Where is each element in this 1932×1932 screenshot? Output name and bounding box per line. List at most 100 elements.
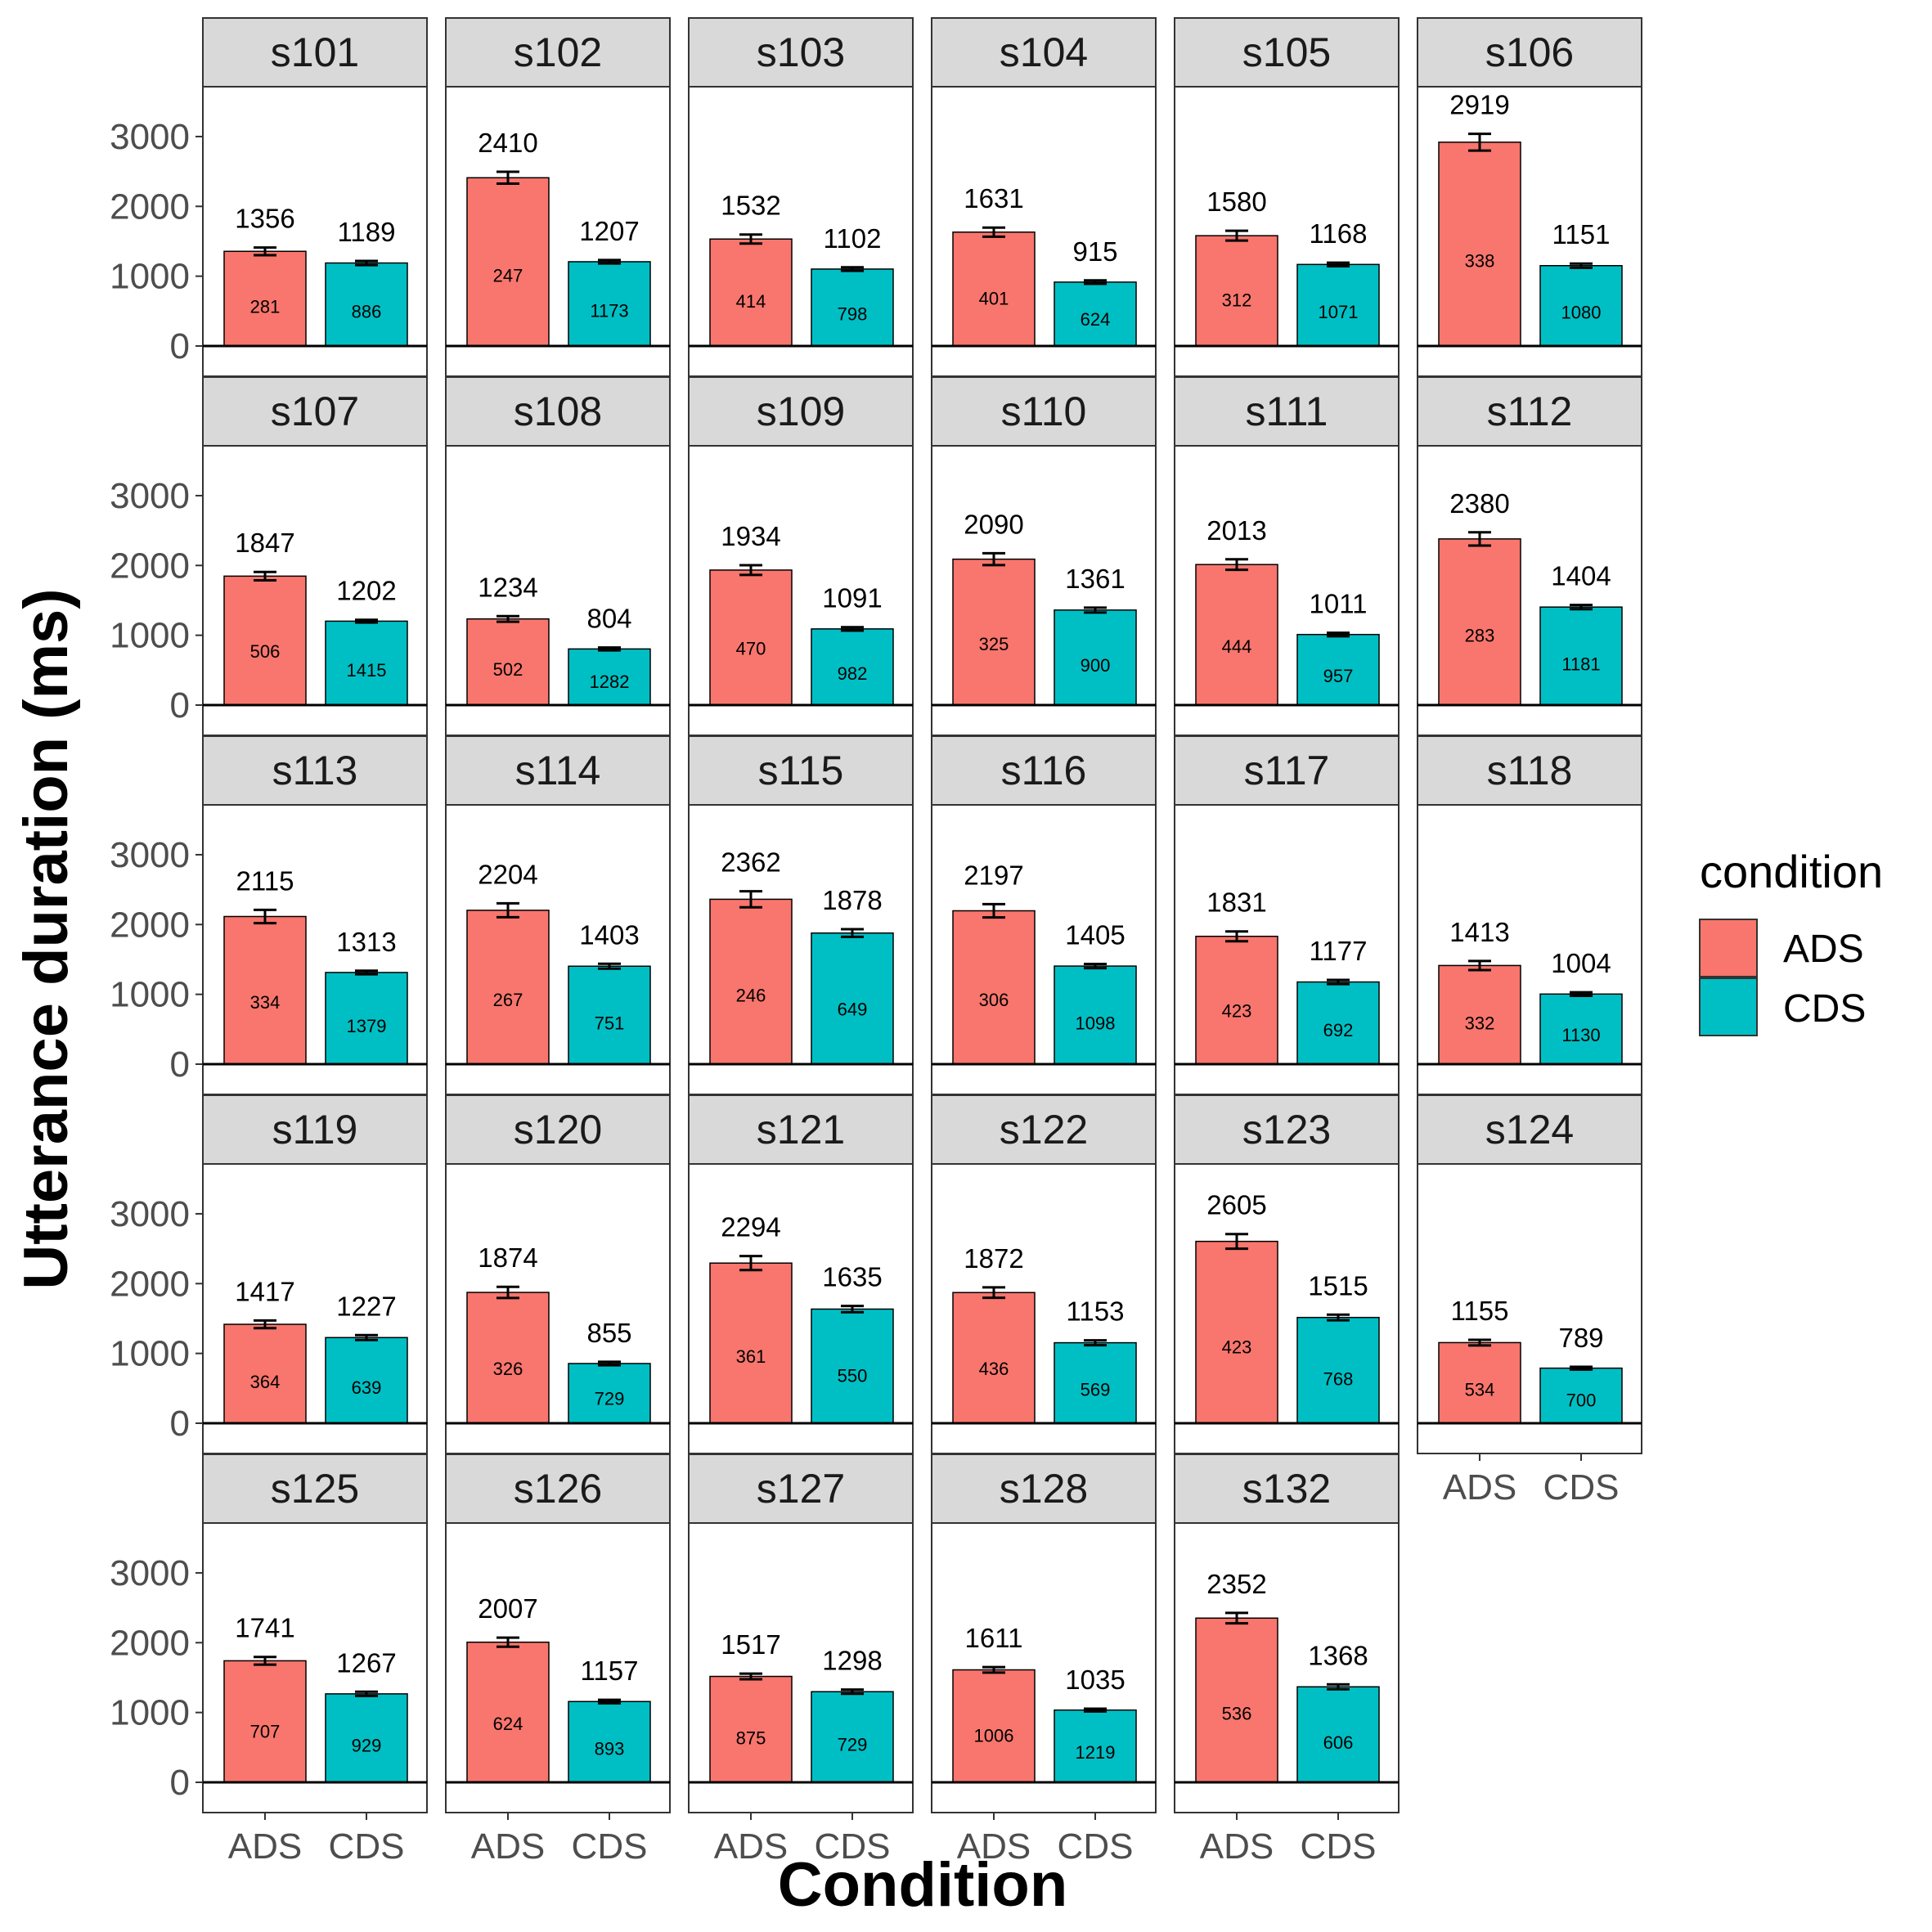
bar-ads [709,898,793,1065]
bar-cds [1539,265,1623,347]
mean-label-cds: 1361 [1065,564,1125,594]
bar-cds [568,1701,651,1783]
facet-strip-s122 [931,1094,1157,1165]
facet-strip-s121 [688,1094,914,1165]
facet-strip-label: s117 [1244,748,1330,793]
y-tick-label: 0 [170,1763,190,1803]
facet-strip-s111 [1174,376,1400,447]
facet-strip-s124 [1417,1094,1642,1165]
facet-strip-s101 [202,17,428,88]
facet-strip-s119 [202,1094,428,1165]
bar-ads [1438,142,1521,347]
bar-cds [568,261,651,347]
count-label-ads: 506 [250,641,281,662]
facet-strip-s106 [1417,17,1642,88]
count-label-ads: 534 [1465,1380,1495,1400]
count-label-cds: 1282 [590,672,630,692]
mean-label-ads: 1155 [1451,1296,1509,1326]
count-label-ads: 444 [1222,636,1252,657]
facet-panel-s108 [445,445,671,736]
bar-ads [466,910,550,1065]
count-label-cds: 798 [838,303,868,324]
mean-label-cds: 789 [1558,1323,1603,1353]
count-label-cds: 900 [1081,655,1111,676]
x-tick-label: ADS [714,1826,788,1867]
facet-strip-s125 [202,1453,428,1524]
count-label-cds: 606 [1323,1732,1354,1753]
count-label-cds: 1080 [1561,303,1602,323]
y-tick-label: 3000 [110,117,190,157]
facet-strip-label: s120 [514,1107,602,1152]
bar-cds [1539,1367,1623,1424]
mean-label-ads: 1356 [235,204,294,234]
mean-label-cds: 1207 [579,216,639,246]
x-tick-label: CDS [1058,1826,1134,1867]
count-label-ads: 325 [979,634,1009,654]
count-label-cds: 982 [838,663,868,684]
count-label-ads: 246 [736,985,766,1005]
count-label-cds: 700 [1566,1391,1597,1411]
bar-cds [1054,281,1137,347]
mean-label-cds: 855 [586,1318,631,1348]
bar-ads [952,910,1036,1065]
count-label-cds: 1173 [590,301,628,321]
bar-ads [1438,538,1521,706]
mean-label-ads: 1413 [1449,917,1509,947]
facet-strip-label: s127 [757,1466,845,1512]
mean-label-ads: 1611 [965,1623,1023,1653]
facet-strip-label: s104 [1000,29,1088,75]
x-tick-label: CDS [572,1826,648,1867]
mean-label-ads: 1872 [964,1243,1023,1274]
mean-label-cds: 1091 [822,583,882,613]
facet-strip-s132 [1174,1453,1400,1524]
bar-ads [223,1323,307,1424]
mean-label-cds: 1035 [1065,1665,1125,1695]
facet-strip-label: s101 [271,29,359,75]
mean-label-cds: 1635 [822,1262,882,1292]
mean-label-ads: 1847 [235,528,294,558]
x-tick-label: ADS [957,1826,1031,1867]
legend: condition ADS CDS [1699,846,1883,1036]
x-tick-label: ADS [1200,1826,1274,1867]
mean-label-ads: 2380 [1449,488,1509,519]
legend-key-ads [1699,919,1758,977]
facet-strip-label: s123 [1242,1107,1331,1152]
count-label-ads: 1006 [974,1725,1014,1746]
facet-strip-s103 [688,17,914,88]
mean-label-cds: 1153 [1067,1296,1125,1327]
count-label-ads: 326 [493,1359,523,1379]
mean-label-cds: 1405 [1065,920,1125,950]
facet-strip-s113 [202,735,428,806]
facet-strip-label: s111 [1245,389,1328,434]
facet-strip-label: s116 [1001,748,1087,793]
bar-ads [223,575,307,706]
bar-cds [325,972,408,1065]
count-label-ads: 536 [1222,1704,1252,1724]
bar-ads [709,569,793,706]
facet-strip-label: s132 [1242,1466,1331,1512]
facet-strip-label: s114 [515,748,601,793]
mean-label-cds: 1189 [338,217,396,247]
mean-label-ads: 1532 [721,191,780,221]
mean-label-ads: 1580 [1206,186,1266,217]
bar-ads [952,231,1036,347]
mean-label-cds: 1515 [1308,1270,1368,1301]
mean-label-ads: 2197 [964,860,1023,890]
facet-strip-s110 [931,376,1157,447]
count-label-cds: 550 [838,1365,868,1386]
facet-strip-label: s108 [514,389,602,434]
count-label-cds: 1415 [347,660,387,681]
x-axis-title: Condition [778,1850,1068,1920]
bar-cds [811,628,894,706]
facet-strip-label: s122 [1000,1107,1088,1152]
facet-strip-label: s125 [271,1466,359,1512]
count-label-ads: 312 [1222,290,1252,310]
mean-label-cds: 1403 [579,919,639,950]
y-tick-label: 0 [170,1404,190,1444]
facet-strip-label: s102 [514,29,602,75]
legend-key-cds [1699,977,1758,1036]
mean-label-cds: 1004 [1551,948,1611,978]
facet-strip-s112 [1417,376,1642,447]
count-label-ads: 338 [1465,250,1495,271]
facet-strip-label: s121 [757,1107,845,1152]
